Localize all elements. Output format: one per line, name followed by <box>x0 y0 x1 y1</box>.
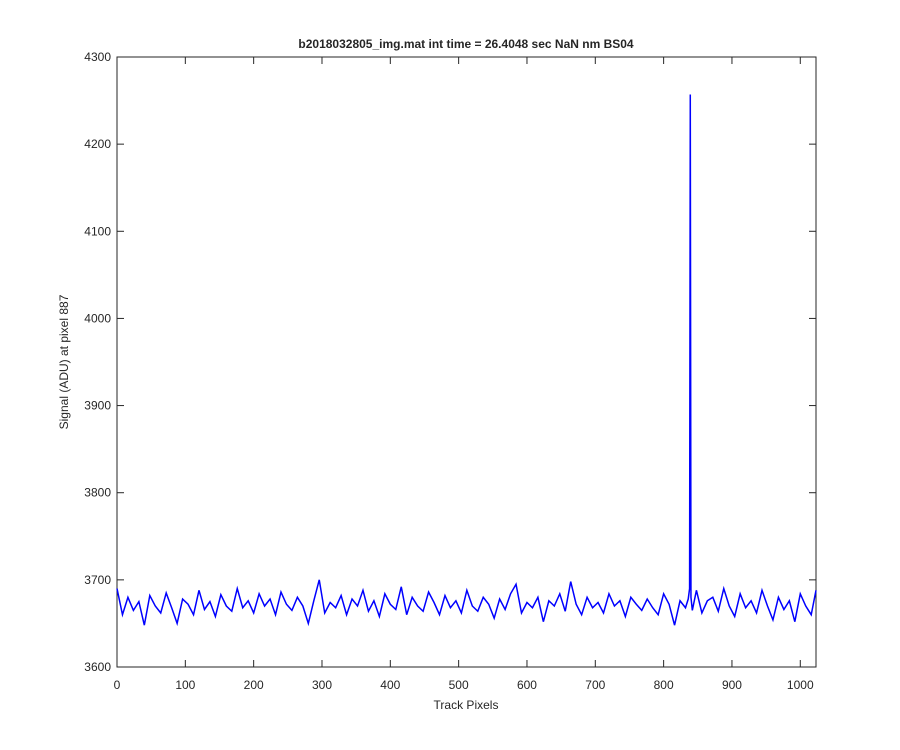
x-tick-label: 100 <box>175 678 195 692</box>
plot-box <box>116 56 817 668</box>
y-tick-label: 3700 <box>84 573 111 587</box>
y-tick-label: 4000 <box>84 311 111 325</box>
y-tick-label: 3900 <box>84 399 111 413</box>
x-axis-label: Track Pixels <box>434 698 499 712</box>
x-tick-label: 400 <box>380 678 400 692</box>
y-tick-label: 3600 <box>84 660 111 674</box>
chart-title: b2018032805_img.mat int time = 26.4048 s… <box>298 37 634 51</box>
x-tick-label: 300 <box>312 678 332 692</box>
x-tick-label: 700 <box>585 678 605 692</box>
y-tick-label: 4100 <box>84 224 111 238</box>
x-tick-label: 1000 <box>787 678 814 692</box>
x-tick-label: 500 <box>449 678 469 692</box>
x-tick-label: 900 <box>722 678 742 692</box>
x-tick-label: 200 <box>244 678 264 692</box>
y-tick-label: 3800 <box>84 486 111 500</box>
y-tick-label: 4300 <box>84 50 111 64</box>
x-tick-label: 0 <box>114 678 121 692</box>
x-tick-label: 800 <box>654 678 674 692</box>
x-tick-label: 600 <box>517 678 537 692</box>
data-line <box>116 94 817 627</box>
y-tick-label: 4200 <box>84 137 111 151</box>
y-axis-label: Signal (ADU) at pixel 887 <box>57 294 71 429</box>
